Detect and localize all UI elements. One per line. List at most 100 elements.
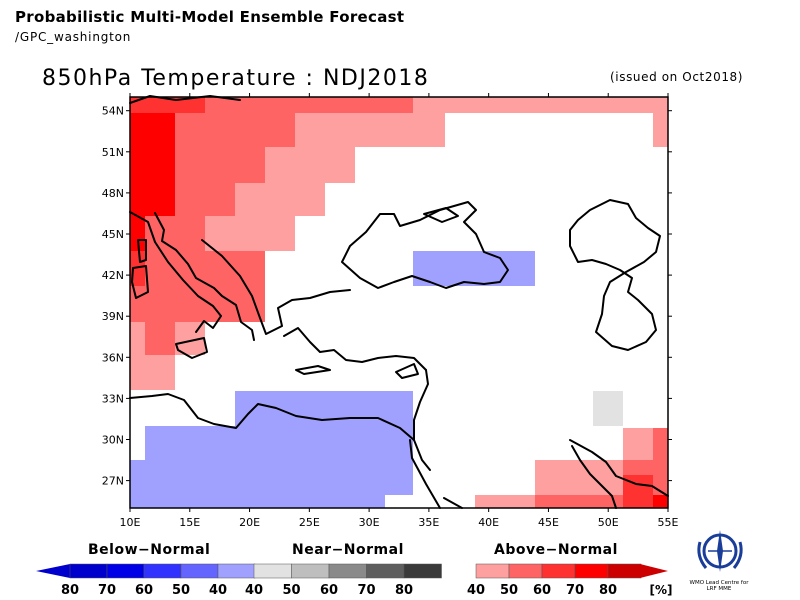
- lon-label: 35E: [418, 516, 439, 529]
- legend-above-tick: 80: [599, 583, 617, 598]
- coast-north-africa: [129, 393, 415, 441]
- lat-label: 33N: [102, 392, 124, 405]
- coast-corsica: [137, 239, 147, 263]
- coast-red-sea: [409, 439, 463, 509]
- legend-above-tick: 40: [467, 583, 485, 598]
- lon-label: 55E: [658, 516, 679, 529]
- coast-italy-adriatic: [154, 212, 255, 341]
- above-normal-70-region: [130, 113, 175, 251]
- coast-levant: [413, 369, 429, 441]
- legend-above-swatch: [475, 563, 510, 579]
- coast-arabia-gulf: [571, 445, 617, 509]
- legend-near-tick: 70: [357, 583, 375, 598]
- coastlines: [129, 95, 669, 509]
- coast-italy-tyrrhenian: [129, 211, 222, 333]
- legend-tick-labels: 80 70 60 50 40 40 50 60 70 80 40 50 60 70 80 [%]: [61, 583, 673, 598]
- lon-label: 30E: [359, 516, 380, 529]
- axis-ticks: [126, 93, 672, 512]
- probability-shading: [130, 97, 668, 508]
- lat-label: 48N: [102, 187, 124, 200]
- legend-unit: [%]: [650, 583, 673, 597]
- page-subtitle: /GPC_washington: [15, 30, 132, 44]
- lon-label: 15E: [179, 516, 200, 529]
- legend-above-swatch: [508, 563, 543, 579]
- legend-below-tick: 50: [172, 583, 190, 598]
- lon-label: 50E: [598, 516, 619, 529]
- legend-below-tick: 60: [135, 583, 153, 598]
- lat-label: 51N: [102, 146, 124, 159]
- legend-below-tick: 40: [209, 583, 227, 598]
- map-title: 850hPa Temperature : NDJ2018: [42, 66, 430, 91]
- coast-sardinia: [131, 265, 149, 299]
- legend-below-swatch: [217, 563, 256, 579]
- legend-above-arrow: [640, 564, 668, 578]
- lat-label: 42N: [102, 269, 124, 282]
- legend-below-normal: [36, 563, 256, 579]
- legend-near-tick: 40: [245, 583, 263, 598]
- lon-label: 25E: [299, 516, 320, 529]
- legend-near-tick: 50: [282, 583, 300, 598]
- legend-below-tick: 70: [98, 583, 116, 598]
- coast-sicily: [175, 337, 208, 359]
- legend-above-normal-label: Above−Normal: [494, 542, 618, 558]
- legend-above-swatch: [574, 563, 609, 579]
- above-normal-50-region-north: [130, 97, 413, 355]
- legend-near-swatch: [253, 563, 292, 579]
- legend-above-normal: [475, 563, 668, 579]
- legend-near-normal: [253, 563, 442, 579]
- lon-label: 10E: [120, 516, 141, 529]
- above-normal-40-region-southeast: [475, 428, 668, 508]
- near-normal-cell: [593, 391, 623, 426]
- legend-near-tick: 80: [395, 583, 413, 598]
- legend-above-tick: 60: [533, 583, 551, 598]
- lat-label: 54N: [102, 105, 124, 118]
- legend-below-swatch: [106, 563, 145, 579]
- coast-balkans: [201, 239, 351, 335]
- coast-aegean: [283, 327, 427, 371]
- wmo-logo-laurel-right: [732, 541, 743, 569]
- lat-label: 39N: [102, 310, 124, 323]
- lat-label: 27N: [102, 475, 124, 488]
- lat-label: 30N: [102, 434, 124, 447]
- legend-near-tick: 60: [320, 583, 338, 598]
- wmo-logo-caption: WMO Lead Centre for LRF MME: [689, 580, 749, 592]
- lon-label: 40E: [478, 516, 499, 529]
- coast-sea-of-azov: [423, 207, 459, 223]
- legend-above-swatch: [541, 563, 576, 579]
- legend-above-swatch: [607, 563, 642, 579]
- legend-below-swatch: [69, 563, 108, 579]
- above-normal-60-region-southeast: [623, 475, 653, 508]
- above-normal-70-cell: [653, 495, 668, 508]
- legend-below-swatch: [180, 563, 219, 579]
- lat-label: 36N: [102, 351, 124, 364]
- below-normal-region-black-sea: [413, 251, 535, 286]
- page-title: Probabilistic Multi-Model Ensemble Forec…: [15, 8, 405, 26]
- lat-label: 45N: [102, 228, 124, 241]
- legend-near-swatch: [291, 563, 330, 579]
- map-frame: [129, 96, 669, 509]
- wmo-logo: [697, 530, 743, 572]
- coast-persian-gulf: [569, 439, 669, 497]
- lon-label: 20E: [239, 516, 260, 529]
- latitude-labels: 54N 51N 48N 45N 42N 39N 36N 33N 30N 27N: [102, 105, 124, 488]
- lon-label: 45E: [538, 516, 559, 529]
- legend-above-tick: 70: [566, 583, 584, 598]
- legend-near-swatch: [328, 563, 367, 579]
- legend-below-normal-label: Below−Normal: [88, 542, 211, 558]
- legend-near-swatch: [403, 563, 442, 579]
- below-normal-region-north-africa: [130, 391, 413, 508]
- legend-near-swatch: [366, 563, 405, 579]
- legend-below-tick: 80: [61, 583, 79, 598]
- coast-crete: [295, 365, 331, 375]
- legend-below-swatch: [143, 563, 182, 579]
- legend-near-normal-label: Near−Normal: [292, 542, 404, 558]
- legend-below-arrow: [36, 564, 70, 578]
- coast-cyprus: [395, 363, 419, 379]
- wmo-logo-compass-star: [717, 530, 723, 572]
- coast-caspian-sea: [569, 199, 661, 351]
- coast-black-sea: [341, 201, 509, 289]
- wmo-logo-laurel-left: [697, 541, 708, 569]
- longitude-labels: 10E 15E 20E 25E 30E 35E 40E 45E 50E 55E: [120, 516, 679, 529]
- issued-date: (issued on Oct2018): [610, 70, 744, 84]
